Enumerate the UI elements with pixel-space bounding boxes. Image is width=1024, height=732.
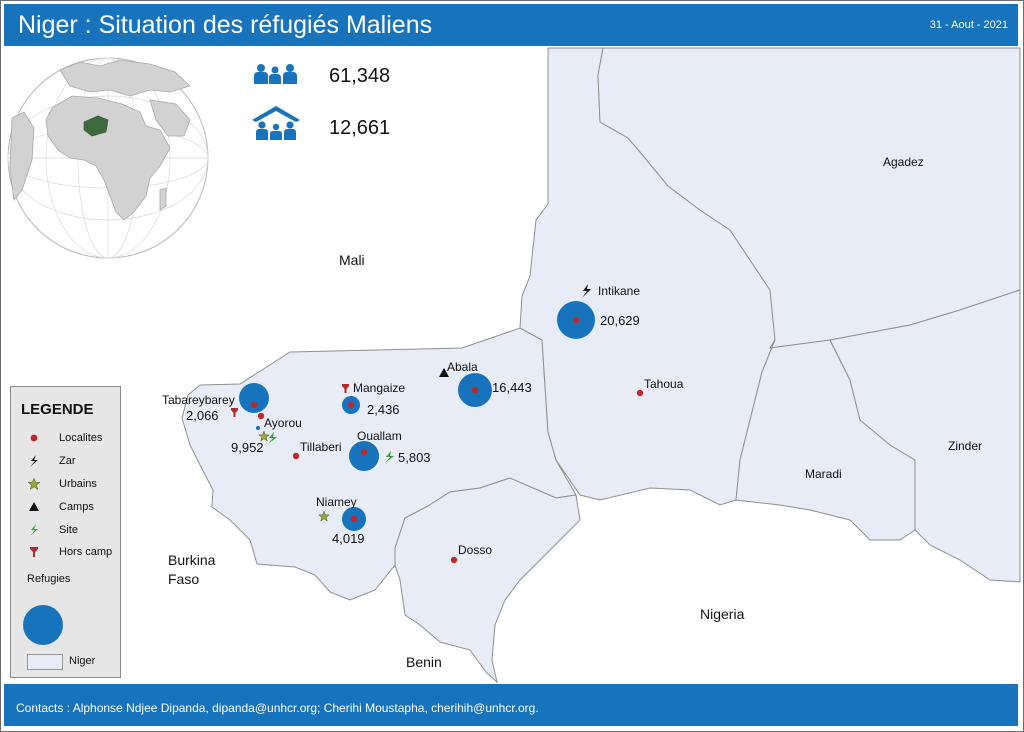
house-family-icon — [252, 106, 300, 140]
small-dot-ayorou — [256, 426, 260, 430]
site-label-mangaize: Mangaize — [353, 381, 405, 395]
legend-localites: Localites — [59, 432, 103, 444]
legend-urbains: Urbains — [59, 478, 97, 490]
legend-hors-camp: Hors camp — [59, 546, 113, 558]
americas-landmass — [9, 111, 35, 201]
total-refugees-value: 61,348 — [329, 65, 391, 87]
legend-title: LEGENDE — [21, 401, 94, 418]
legend-camp-icon — [29, 502, 39, 511]
site-label-intikane: Intikane — [598, 284, 640, 298]
report-date: 31 - Aout - 2021 — [929, 19, 1008, 31]
people-group-icon — [254, 64, 297, 84]
legend-locality-icon — [30, 434, 38, 442]
refugee-circle-tabareybarey[interactable] — [239, 383, 269, 413]
legend-site-icon — [30, 524, 38, 536]
region-label-burkina: Burkina — [168, 552, 216, 568]
camp-icon-abala — [439, 368, 449, 377]
locality-dot-ouallam — [360, 448, 368, 456]
legend-refugee-circle — [23, 605, 63, 645]
region-label-nigeria: Nigeria — [700, 606, 745, 622]
refugee-circle-ouallam[interactable] — [349, 441, 379, 471]
europe-landmass — [59, 59, 191, 97]
zar-icon-intikane — [582, 284, 591, 298]
arabia-landmass — [149, 99, 191, 137]
region-label-faso: Faso — [168, 571, 199, 587]
globe-inset — [7, 57, 209, 259]
locality-dot-mangaize — [347, 401, 355, 409]
site-value-mangaize: 2,436 — [367, 402, 400, 417]
niger-zinder-region — [829, 289, 1021, 583]
locality-label-tahoua: Tahoua — [644, 377, 684, 391]
region-label-maradi: Maradi — [805, 467, 842, 481]
legend-niger-swatch — [27, 654, 63, 670]
locality-dot-tabareybarey — [250, 401, 258, 409]
households-value: 12,661 — [329, 117, 391, 139]
legend-panel: LEGENDE Localites Zar Urbains Camps Site… — [10, 386, 121, 678]
legend-camps: Camps — [59, 501, 94, 513]
niger-on-globe — [83, 115, 109, 137]
header-bar: Niger : Situation des réfugiés Maliens 3… — [4, 4, 1018, 46]
region-label-benin: Benin — [406, 654, 442, 670]
site-value-intikane: 20,629 — [600, 313, 640, 328]
locality-dot-tillaberi — [292, 452, 300, 460]
site-value-ayorou: 9,952 — [231, 440, 264, 455]
locality-label-tillaberi: Tillaberi — [300, 440, 342, 454]
legend-hors-camp-icon — [30, 547, 38, 557]
legend-refugies: Refugies — [27, 573, 71, 585]
site-icon-ayorou — [268, 432, 277, 444]
site-value-ouallam: 5,803 — [398, 450, 431, 465]
madagascar-landmass — [159, 187, 167, 211]
legend-zar-icon — [30, 455, 38, 467]
africa-landmass — [45, 95, 171, 221]
legend-niger: Niger — [69, 655, 96, 667]
locality-dot-niamey — [350, 515, 358, 523]
site-label-ouallam: Ouallam — [357, 429, 402, 443]
hors-camp-icon-mangaize — [342, 384, 349, 393]
locality-label-dosso: Dosso — [458, 543, 492, 557]
legend-zar: Zar — [59, 455, 76, 467]
region-label-zinder: Zinder — [948, 439, 982, 453]
site-value-tabareybarey: 2,066 — [186, 408, 219, 423]
locality-dot-dosso — [450, 556, 458, 564]
locality-dot-tahoua — [636, 389, 644, 397]
footer-bar: Contacts : Alphonse Ndjee Dipanda, dipan… — [4, 684, 1018, 726]
hors-camp-icon-tabareybarey — [231, 408, 238, 417]
site-label-ayorou: Ayorou — [264, 416, 302, 430]
legend-urban-star-icon — [27, 477, 41, 491]
locality-dot-abala — [471, 386, 479, 394]
site-icon-ouallam — [385, 451, 394, 463]
urban-star-icon-ayorou — [257, 430, 271, 442]
legend-site: Site — [59, 524, 78, 536]
niger-dosso-region — [394, 477, 581, 684]
locality-dot-ayorou — [257, 412, 265, 420]
region-label-agadez: Agadez — [883, 155, 924, 169]
urban-star-icon-niamey — [317, 510, 331, 522]
region-label-mali: Mali — [339, 252, 365, 268]
contacts-text: Contacts : Alphonse Ndjee Dipanda, dipan… — [16, 701, 539, 715]
locality-dot-intikane — [572, 316, 580, 324]
site-label-tabareybarey: Tabareybarey — [162, 393, 235, 407]
site-value-niamey: 4,019 — [332, 531, 365, 546]
site-label-niamey: Niamey — [316, 495, 357, 509]
site-label-abala: Abala — [447, 360, 478, 374]
site-value-abala: 16,443 — [492, 380, 532, 395]
page-title: Niger : Situation des réfugiés Maliens — [18, 11, 433, 39]
